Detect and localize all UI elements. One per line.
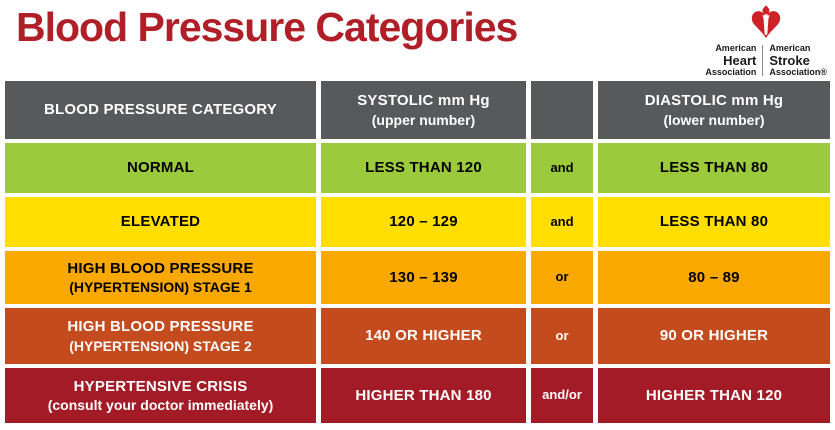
header-category-cell: BLOOD PRESSURE CATEGORY bbox=[5, 81, 316, 139]
diastolic-cell: LESS THAN 80 bbox=[598, 197, 830, 247]
category-cell: HIGH BLOOD PRESSURE (HYPERTENSION) STAGE… bbox=[5, 251, 316, 304]
header-systolic-cell: SYSTOLIC mm Hg (upper number) bbox=[321, 81, 526, 139]
systolic-cell: HIGHER THAN 180 bbox=[321, 368, 526, 423]
conjunction-cell: or bbox=[531, 308, 593, 364]
systolic-cell: 140 OR HIGHER bbox=[321, 308, 526, 364]
category-cell: HYPERTENSIVE CRISIS (consult your doctor… bbox=[5, 368, 316, 423]
conjunction-cell: and bbox=[531, 143, 593, 193]
row-hypertension-stage-1: HIGH BLOOD PRESSURE (HYPERTENSION) STAGE… bbox=[5, 251, 830, 304]
category-cell: NORMAL bbox=[5, 143, 316, 193]
row-hypertensive-crisis: HYPERTENSIVE CRISIS (consult your doctor… bbox=[5, 368, 830, 423]
conjunction-cell: or bbox=[531, 251, 593, 304]
category-cell: HIGH BLOOD PRESSURE (HYPERTENSION) STAGE… bbox=[5, 308, 316, 364]
diastolic-cell: 80 – 89 bbox=[598, 251, 830, 304]
systolic-cell: 120 – 129 bbox=[321, 197, 526, 247]
table-header-row: BLOOD PRESSURE CATEGORY SYSTOLIC mm Hg (… bbox=[5, 81, 830, 139]
asa-wordmark: American Stroke Association® bbox=[769, 43, 827, 77]
conjunction-cell: and/or bbox=[531, 368, 593, 423]
row-hypertension-stage-2: HIGH BLOOD PRESSURE (HYPERTENSION) STAGE… bbox=[5, 308, 830, 364]
row-elevated: ELEVATED 120 – 129 and LESS THAN 80 bbox=[5, 197, 830, 247]
diastolic-cell: LESS THAN 80 bbox=[598, 143, 830, 193]
logo-divider bbox=[762, 45, 764, 77]
heart-torch-icon bbox=[751, 5, 781, 38]
row-normal: NORMAL LESS THAN 120 and LESS THAN 80 bbox=[5, 143, 830, 193]
diastolic-cell: 90 OR HIGHER bbox=[598, 308, 830, 364]
blood-pressure-table: BLOOD PRESSURE CATEGORY SYSTOLIC mm Hg (… bbox=[5, 81, 830, 427]
page-title: Blood Pressure Categories bbox=[16, 4, 518, 50]
header-conjunction-cell bbox=[531, 81, 593, 139]
systolic-cell: 130 – 139 bbox=[321, 251, 526, 304]
diastolic-cell: HIGHER THAN 120 bbox=[598, 368, 830, 423]
conjunction-cell: and bbox=[531, 197, 593, 247]
aha-asa-logo: American Heart Association American Stro… bbox=[705, 5, 827, 77]
category-cell: ELEVATED bbox=[5, 197, 316, 247]
aha-wordmark: American Heart Association bbox=[705, 43, 757, 77]
header-diastolic-cell: DIASTOLIC mm Hg (lower number) bbox=[598, 81, 830, 139]
systolic-cell: LESS THAN 120 bbox=[321, 143, 526, 193]
logo-text: American Heart Association American Stro… bbox=[705, 43, 827, 77]
